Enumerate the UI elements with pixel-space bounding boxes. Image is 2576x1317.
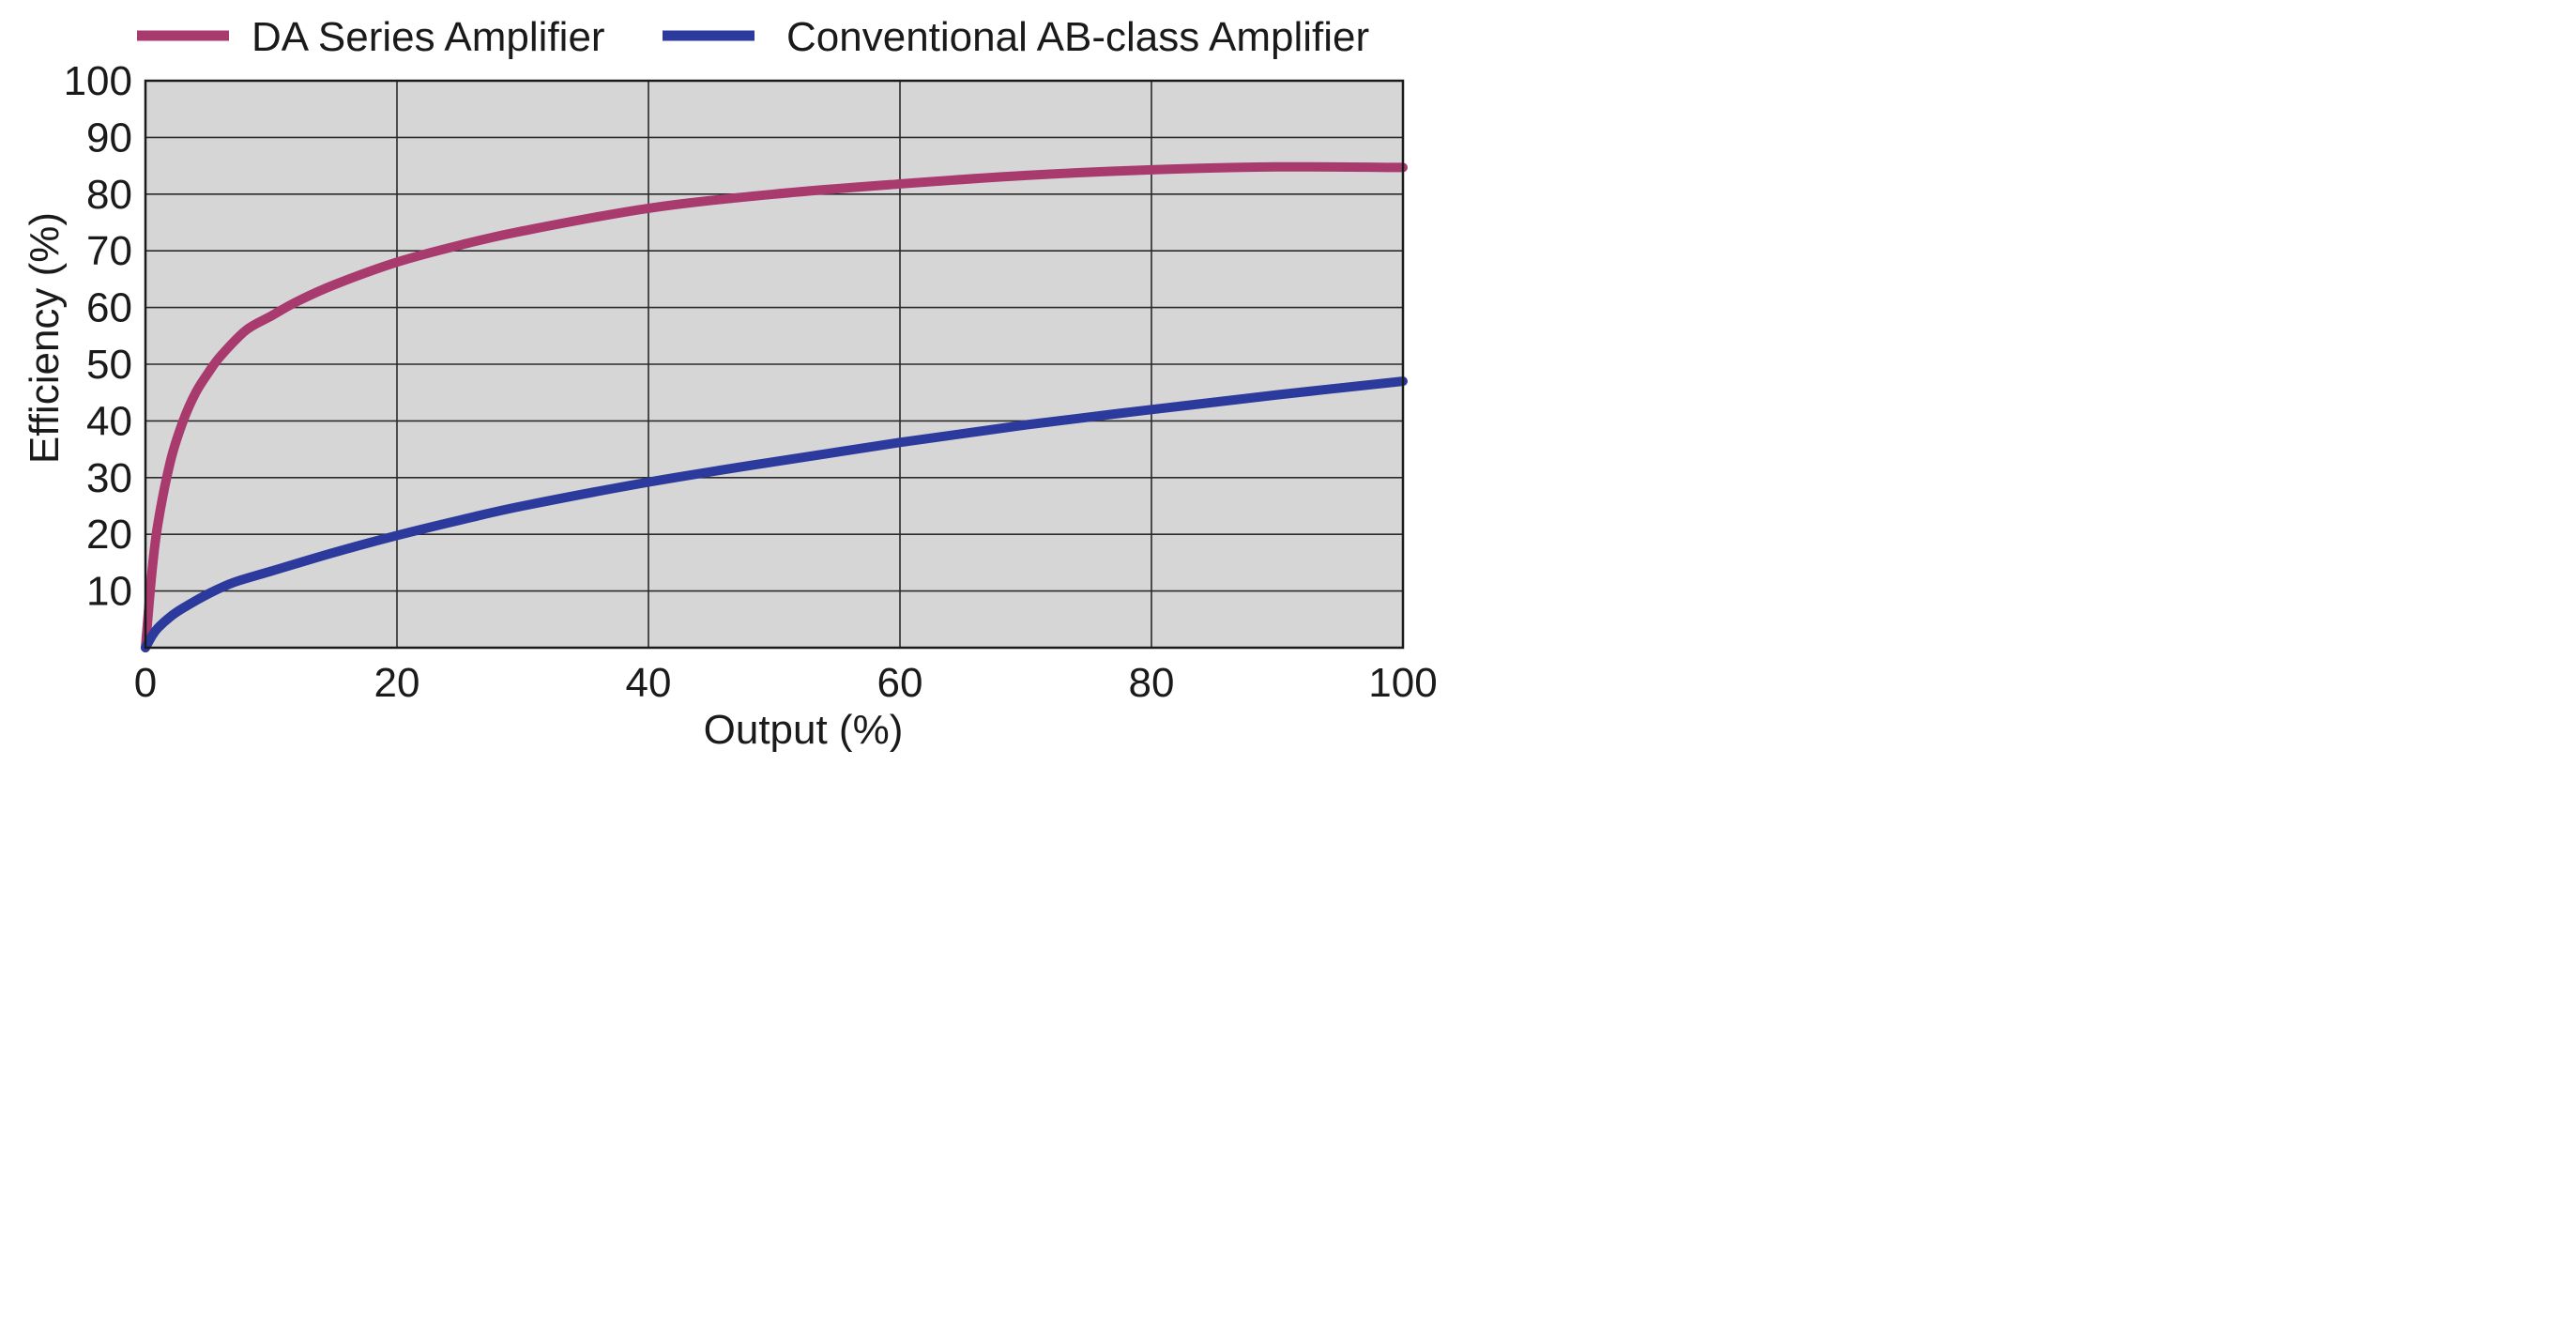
x-tick-label: 40 [626,660,672,706]
y-axis-title: Efficiency (%) [22,212,68,464]
legend-entry-da-series: DA Series Amplifier [137,14,605,60]
y-tick-label: 70 [86,228,132,274]
y-tick-label: 90 [86,115,132,161]
plot-frame [144,79,1405,650]
series-line-ab-class [141,376,1408,652]
x-tick-label: 0 [134,660,157,706]
legend: DA Series Amplifier Conventional AB-clas… [137,14,1369,60]
legend-label-da-series: DA Series Amplifier [252,14,605,60]
legend-entry-ab-class: Conventional AB-class Amplifier [663,14,1369,60]
y-tick-label: 30 [86,455,132,501]
y-tick-label: 100 [64,58,132,104]
y-tick-label: 80 [86,172,132,218]
x-axis-ticks: 0 20 40 60 80 100 [134,660,1438,706]
efficiency-chart: DA Series Amplifier Conventional AB-clas… [22,14,1438,753]
series-layer [141,161,1408,652]
x-tick-label: 100 [1368,660,1437,706]
y-tick-label: 50 [86,342,132,388]
y-tick-label: 40 [86,398,132,444]
x-tick-label: 20 [374,660,420,706]
y-tick-label: 10 [86,569,132,615]
y-axis-ticks: 10 20 30 40 50 60 70 80 90 100 [64,58,132,615]
y-tick-label: 60 [86,285,132,331]
series-line-da-series [141,161,1408,652]
x-axis-title: Output (%) [704,707,904,753]
y-tick-label: 20 [86,512,132,558]
x-tick-label: 80 [1129,660,1175,706]
legend-label-ab-class: Conventional AB-class Amplifier [786,14,1369,60]
x-tick-label: 60 [877,660,923,706]
